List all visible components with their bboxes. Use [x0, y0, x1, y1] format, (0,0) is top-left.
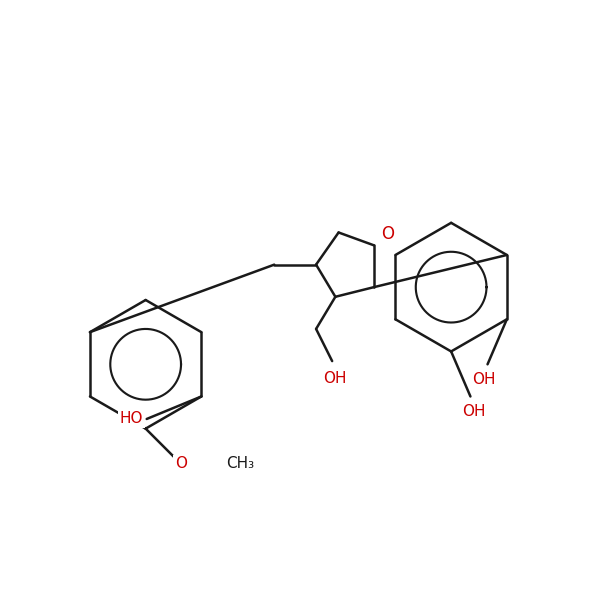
- Text: HO: HO: [120, 412, 143, 427]
- Text: OH: OH: [323, 371, 347, 386]
- Text: OH: OH: [473, 372, 496, 387]
- Text: O: O: [175, 457, 187, 472]
- Text: O: O: [382, 225, 395, 243]
- Text: OH: OH: [462, 404, 485, 419]
- Text: CH₃: CH₃: [226, 457, 254, 472]
